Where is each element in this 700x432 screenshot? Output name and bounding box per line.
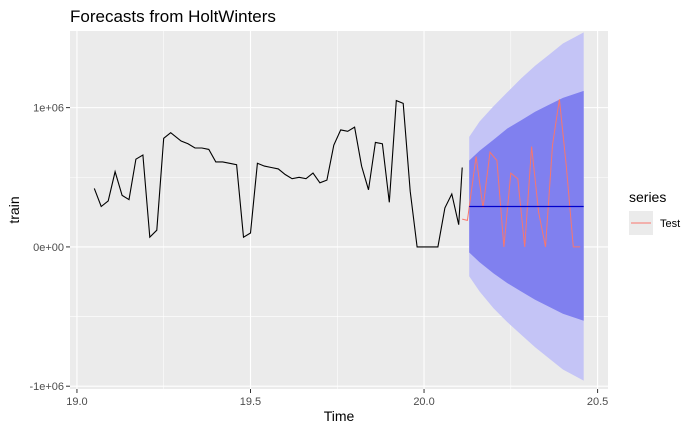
x-tick-label: 19.5	[240, 396, 261, 408]
x-axis-title: Time	[324, 408, 355, 424]
y-tick-label: -1e+06	[29, 381, 64, 393]
x-tick-label: 19.0	[66, 396, 87, 408]
x-tick-label: 20.0	[413, 396, 434, 408]
y-axis-title: train	[6, 196, 22, 223]
y-tick-label: 1e+06	[33, 103, 64, 115]
y-tick-label: 0e+00	[33, 242, 64, 254]
train-tail-segment	[458, 167, 463, 225]
train-series-line	[93, 99, 460, 248]
x-tick-label: 20.5	[587, 396, 608, 408]
y-axis-ticks: -1e+06 0e+00 1e+06	[29, 103, 70, 393]
legend-title: series	[629, 189, 666, 205]
x-axis-ticks: 19.0 19.5 20.0 20.5	[66, 389, 608, 408]
interval-80-band	[469, 90, 584, 321]
legend-label-test: Test	[660, 218, 680, 230]
test-series-line	[462, 99, 581, 248]
chart-title: Forecasts from HoltWinters	[70, 7, 276, 26]
legend: series Test	[629, 189, 680, 235]
series-lines	[93, 99, 584, 248]
